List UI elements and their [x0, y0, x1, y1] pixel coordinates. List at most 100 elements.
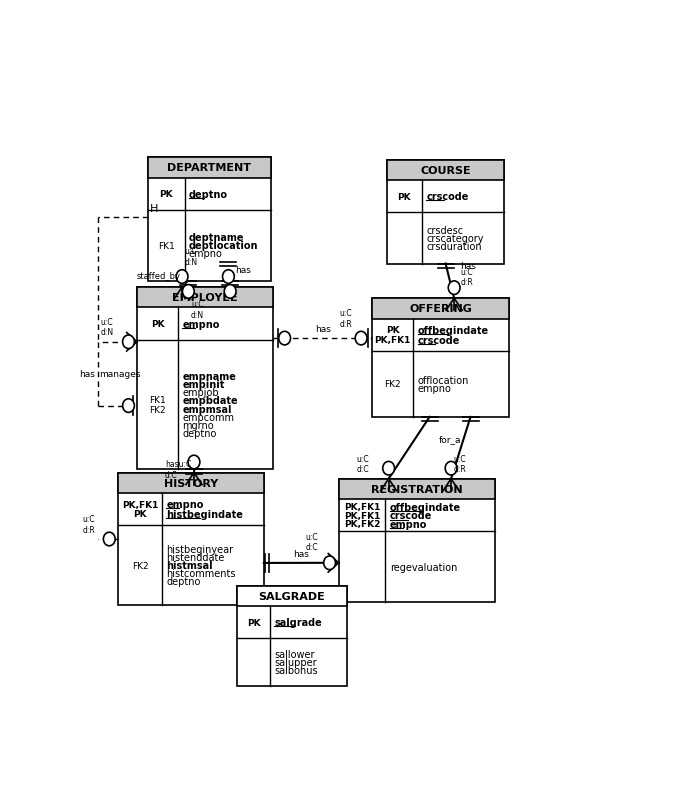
- Text: FK1: FK1: [158, 241, 175, 250]
- Text: empno: empno: [189, 249, 223, 259]
- Text: histbeginyear: histbeginyear: [166, 545, 233, 554]
- Circle shape: [123, 399, 135, 413]
- Text: u:C
d:N: u:C d:N: [100, 318, 113, 337]
- Text: histmsal: histmsal: [166, 561, 213, 570]
- Text: FK2: FK2: [384, 380, 401, 389]
- Text: crsdesc: crsdesc: [426, 225, 464, 236]
- Text: u:C
d:R: u:C d:R: [461, 267, 473, 286]
- Text: OFFERING: OFFERING: [409, 304, 472, 314]
- Text: empno: empno: [390, 519, 427, 529]
- Circle shape: [324, 557, 335, 570]
- Text: empno: empno: [182, 319, 219, 329]
- Circle shape: [383, 462, 395, 476]
- Text: sallower: sallower: [274, 649, 315, 659]
- Bar: [148, 158, 270, 178]
- Text: mgrno: mgrno: [182, 420, 214, 430]
- Circle shape: [445, 462, 457, 476]
- Text: empmsal: empmsal: [182, 404, 232, 414]
- Circle shape: [182, 286, 194, 299]
- Text: u:C
d:C: u:C d:C: [306, 533, 318, 552]
- Text: deptname: deptname: [189, 233, 244, 243]
- Text: FK1: FK1: [149, 395, 166, 404]
- Bar: [237, 586, 346, 686]
- Bar: [137, 288, 273, 470]
- Text: offbegindate: offbegindate: [390, 502, 461, 512]
- Text: manages: manages: [99, 370, 141, 379]
- Text: DEPARTMENT: DEPARTMENT: [167, 163, 251, 173]
- Text: crscode: crscode: [417, 335, 460, 345]
- Text: crscode: crscode: [390, 511, 432, 520]
- Text: PK,FK1: PK,FK1: [122, 500, 158, 509]
- Text: u:C
d:R: u:C d:R: [339, 309, 352, 328]
- Text: REGISTRATION: REGISTRATION: [371, 484, 462, 494]
- Circle shape: [224, 286, 236, 299]
- Bar: [387, 160, 504, 264]
- Text: PK: PK: [159, 190, 173, 199]
- Text: empcomm: empcomm: [182, 412, 234, 422]
- Text: HISTORY: HISTORY: [164, 478, 218, 488]
- Text: histenddate: histenddate: [166, 553, 225, 562]
- Text: has: has: [315, 324, 331, 334]
- Text: for_a: for_a: [440, 435, 462, 444]
- Text: u:C
d:C: u:C d:C: [357, 454, 369, 474]
- Text: u:C
d:N: u:C d:N: [191, 300, 204, 319]
- Bar: [237, 586, 346, 606]
- Bar: [373, 299, 509, 319]
- Circle shape: [188, 456, 200, 469]
- Circle shape: [355, 332, 367, 346]
- Circle shape: [448, 282, 460, 295]
- Text: EMPLOYEE: EMPLOYEE: [172, 293, 238, 303]
- Text: u:C
d:N: u:C d:N: [185, 247, 198, 266]
- Text: regevaluation: regevaluation: [390, 562, 457, 572]
- Bar: [119, 473, 264, 606]
- Circle shape: [223, 270, 235, 284]
- Bar: [339, 479, 495, 500]
- Text: salbonus: salbonus: [274, 665, 318, 675]
- Text: salupper: salupper: [274, 657, 317, 667]
- Text: has: has: [79, 369, 95, 379]
- Text: has: has: [293, 549, 309, 558]
- Circle shape: [279, 332, 290, 346]
- Text: has: has: [235, 265, 251, 274]
- Text: deptno: deptno: [166, 577, 201, 586]
- Circle shape: [123, 335, 135, 349]
- Bar: [339, 479, 495, 602]
- Text: u:C
d:R: u:C d:R: [454, 454, 466, 474]
- Text: FK2: FK2: [132, 561, 148, 570]
- Text: FK2: FK2: [149, 406, 166, 415]
- Text: empname: empname: [182, 372, 236, 382]
- Circle shape: [104, 533, 115, 546]
- Text: hasu:C
d:C: hasu:C d:C: [165, 460, 191, 480]
- Text: histbegindate: histbegindate: [166, 509, 243, 520]
- Text: offbegindate: offbegindate: [417, 326, 489, 335]
- Bar: [387, 160, 504, 180]
- Bar: [148, 158, 270, 282]
- Text: PK: PK: [133, 510, 147, 519]
- Text: H: H: [150, 205, 158, 214]
- Text: deptlocation: deptlocation: [189, 241, 259, 251]
- Text: PK,FK1: PK,FK1: [344, 511, 380, 520]
- Text: PK,FK1: PK,FK1: [375, 336, 411, 345]
- Text: histcomments: histcomments: [166, 569, 236, 578]
- Text: empno: empno: [417, 383, 451, 393]
- Text: PK: PK: [397, 192, 411, 201]
- Text: PK: PK: [386, 326, 400, 334]
- Text: u:C
d:R: u:C d:R: [83, 515, 95, 534]
- Text: deptno: deptno: [189, 189, 228, 200]
- Text: crsduration: crsduration: [426, 241, 482, 252]
- Text: PK,FK1: PK,FK1: [344, 502, 380, 512]
- Text: PK: PK: [150, 320, 164, 329]
- Text: PK,FK2: PK,FK2: [344, 520, 380, 529]
- Bar: [119, 473, 264, 493]
- Bar: [373, 299, 509, 417]
- Text: salgrade: salgrade: [274, 618, 322, 627]
- Text: offlocation: offlocation: [417, 375, 469, 385]
- Text: COURSE: COURSE: [420, 166, 471, 176]
- Text: staffed_by: staffed_by: [137, 271, 181, 281]
- Text: empjob: empjob: [182, 388, 219, 398]
- Text: empno: empno: [166, 500, 204, 509]
- Text: PK: PK: [247, 618, 260, 627]
- Bar: [137, 288, 273, 308]
- Text: empbdate: empbdate: [182, 396, 238, 406]
- Text: empinit: empinit: [182, 380, 225, 390]
